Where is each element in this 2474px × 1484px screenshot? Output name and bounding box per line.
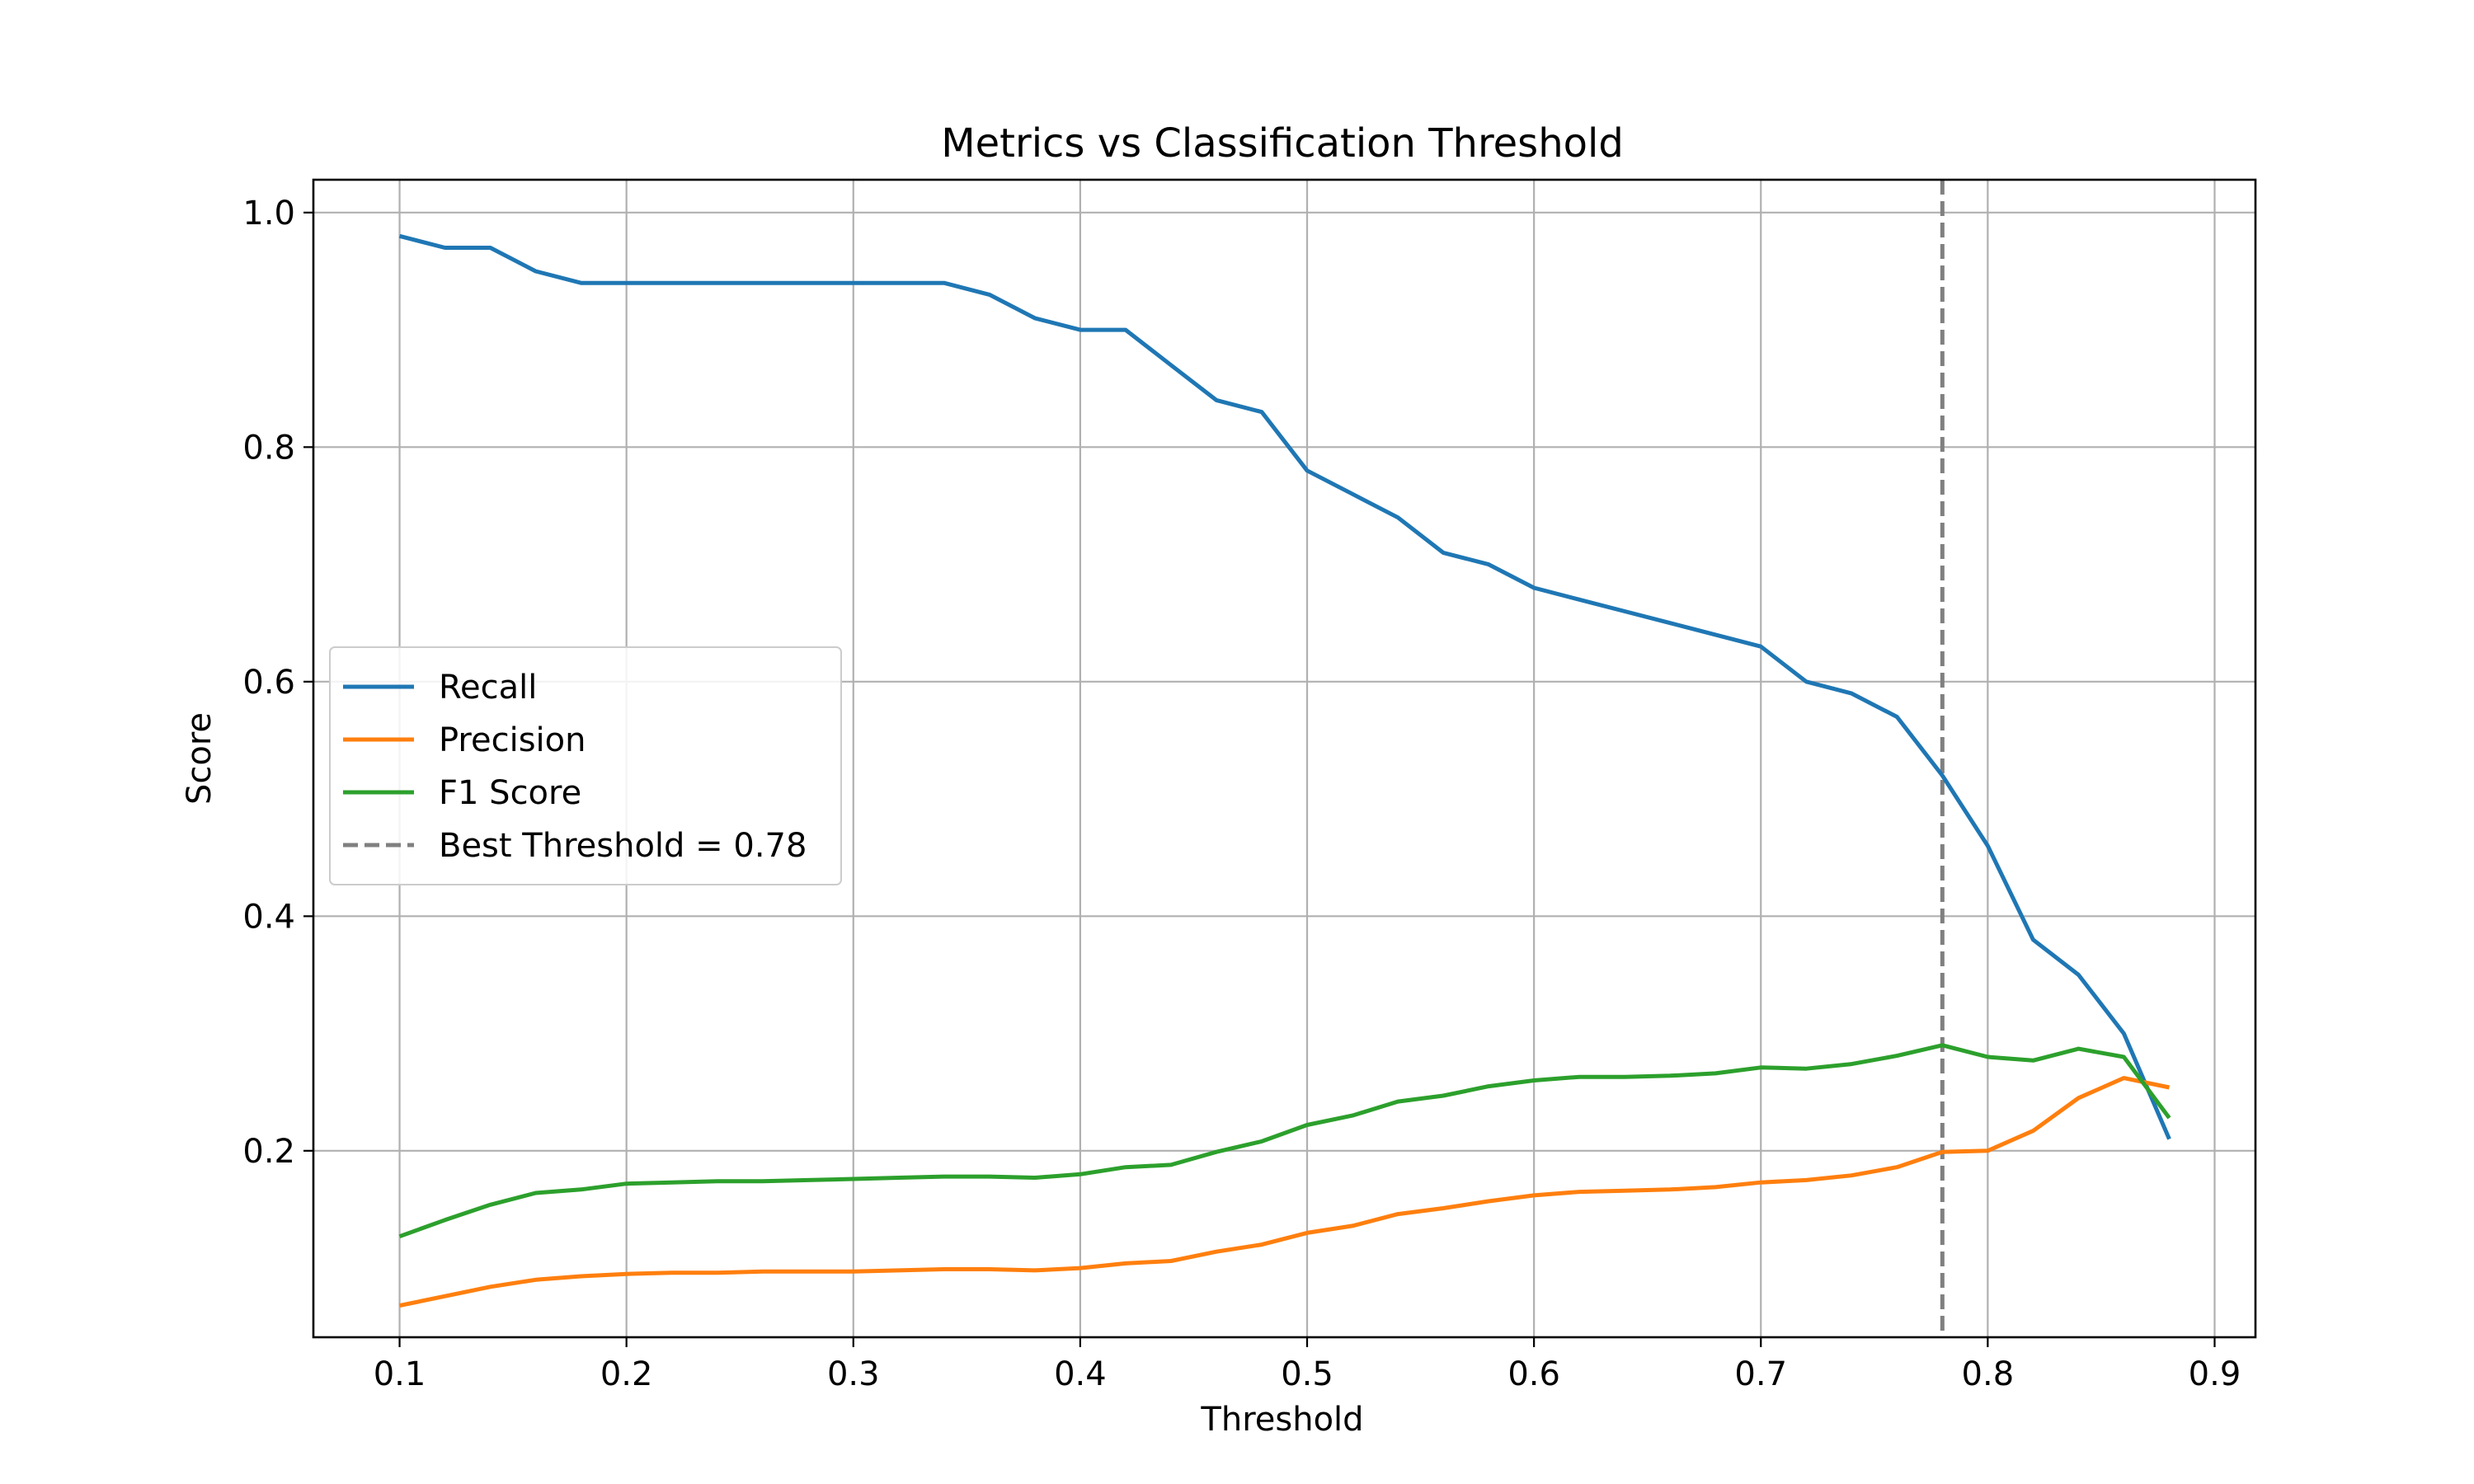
y-tick-label: 0.2 — [242, 1133, 295, 1171]
y-axis: 0.2 0.4 0.6 0.8 1.0 — [242, 195, 313, 1171]
x-tick-label: 0.7 — [1734, 1355, 1787, 1393]
plot-frame — [312, 178, 2257, 1339]
x-tick-label: 0.8 — [1962, 1355, 2015, 1393]
series-line-recall — [398, 233, 2171, 1140]
x-axis: 0.1 0.2 0.3 0.4 0.5 0.6 0.7 0.8 0.9 — [374, 1337, 2241, 1393]
y-axis-label: Score — [181, 712, 219, 805]
x-tick-label: 0.3 — [827, 1355, 880, 1393]
chart-title: Metrics vs Classification Threshold — [941, 120, 1624, 167]
legend-label: Recall — [439, 669, 537, 707]
series-line-f1-score — [398, 1043, 2171, 1239]
x-tick-label: 0.9 — [2189, 1355, 2241, 1393]
x-tick-label: 0.2 — [600, 1355, 653, 1393]
y-tick-label: 1.0 — [242, 195, 295, 232]
x-tick-label: 0.6 — [1507, 1355, 1560, 1393]
legend-box — [329, 646, 842, 885]
y-tick-label: 0.4 — [242, 898, 295, 936]
legend-label: Best Threshold = 0.78 — [439, 827, 807, 865]
y-tick-label: 0.8 — [242, 429, 295, 467]
y-tick-label: 0.6 — [242, 664, 295, 702]
legend-label: Precision — [439, 721, 586, 759]
x-axis-label: Threshold — [1200, 1401, 1363, 1439]
grid — [313, 180, 2255, 1337]
x-tick-label: 0.4 — [1054, 1355, 1107, 1393]
legend: Recall Precision F1 Score Best Threshold = … — [329, 646, 842, 885]
series-line-precision — [398, 1076, 2171, 1308]
series-lines — [398, 233, 2171, 1308]
x-tick-label: 0.1 — [374, 1355, 426, 1393]
x-tick-label: 0.5 — [1281, 1355, 1333, 1393]
legend-label: F1 Score — [439, 774, 581, 812]
